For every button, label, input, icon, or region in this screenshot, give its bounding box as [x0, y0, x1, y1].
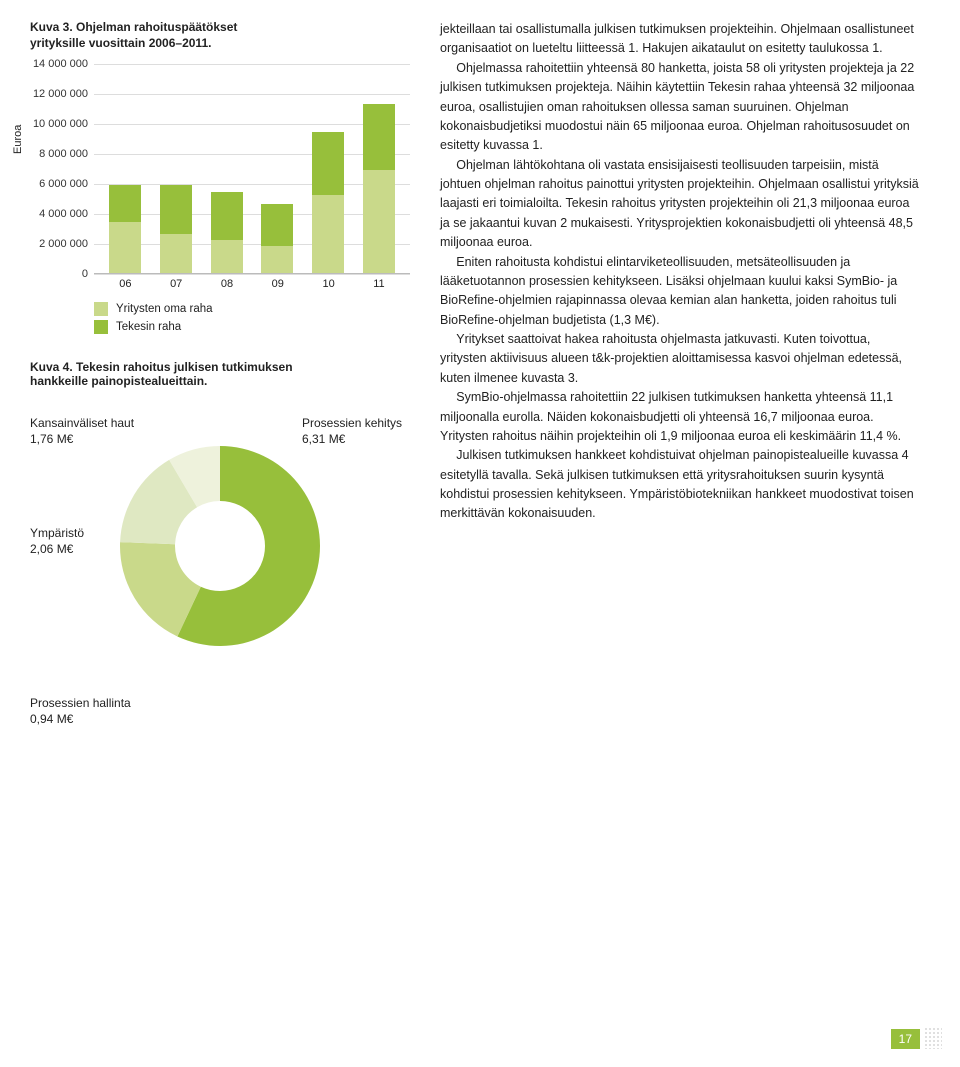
paragraph: Ohjelmassa rahoitettiin yhteensä 80 hank…: [440, 59, 920, 156]
left-column: Kuva 3. Ohjelman rahoituspäätökset yrity…: [30, 20, 410, 676]
donut-label-top-right: Prosessien kehitys 6,31 M€: [302, 416, 402, 447]
paragraph: Julkisen tutkimuksen hankkeet kohdistuiv…: [440, 446, 920, 524]
y-tick: 4 000 000: [30, 208, 88, 220]
paragraph: SymBio-ohjelmassa rahoitettiin 22 julkis…: [440, 388, 920, 446]
bar-group: [363, 104, 395, 274]
x-tick: 07: [170, 278, 182, 290]
y-tick: 8 000 000: [30, 148, 88, 160]
bar-segment: [160, 185, 192, 235]
y-axis-label: Euroa: [12, 125, 24, 154]
page-layout: Kuva 3. Ohjelman rahoituspäätökset yrity…: [30, 20, 920, 676]
donut-label-top-left: Kansainväliset haut 1,76 M€: [30, 416, 134, 447]
bar-segment: [363, 170, 395, 274]
bar-segment: [312, 132, 344, 195]
bar-chart-legend: Yritysten oma raha Tekesin raha: [94, 302, 410, 334]
bar-group: [211, 192, 243, 273]
x-tick: 06: [119, 278, 131, 290]
y-tick: 0: [30, 268, 88, 280]
x-tick: 11: [373, 278, 384, 290]
bar-segment: [312, 195, 344, 273]
y-tick: 14 000 000: [30, 58, 88, 70]
bar-segment: [363, 104, 395, 170]
y-tick: 6 000 000: [30, 178, 88, 190]
bar-segment: [109, 185, 141, 223]
legend-swatch: [94, 302, 108, 316]
paragraph: jekteillaan tai osallistumalla julkisen …: [440, 20, 920, 59]
figure4-title-line1: Kuva 4. Tekesin rahoitus julkisen tutkim…: [30, 360, 410, 374]
legend-item: Tekesin raha: [94, 320, 410, 334]
bar-segment: [211, 240, 243, 273]
paragraph: Yritykset saattoivat hakea rahoitusta oh…: [440, 330, 920, 388]
legend-label: Tekesin raha: [116, 321, 181, 333]
bar-segment: [160, 234, 192, 273]
paragraph: Eniten rahoitusta kohdistui elintarviket…: [440, 253, 920, 331]
y-tick: 10 000 000: [30, 118, 88, 130]
y-tick: 12 000 000: [30, 88, 88, 100]
page-number: 17: [891, 1029, 920, 1049]
x-tick: 09: [272, 278, 284, 290]
x-tick: 08: [221, 278, 233, 290]
donut-label-bottom-left: Prosessien hallinta 0,94 M€: [30, 696, 131, 727]
legend-item: Yritysten oma raha: [94, 302, 410, 316]
bar-segment: [211, 192, 243, 240]
bar-segment: [109, 222, 141, 273]
x-tick: 10: [322, 278, 334, 290]
bar-chart: Euroa 14 000 00012 000 00010 000 0008 00…: [30, 64, 410, 334]
body-text: jekteillaan tai osallistumalla julkisen …: [440, 20, 920, 676]
bar-group: [261, 204, 293, 273]
figure3-subtitle: yrityksille vuosittain 2006–2011.: [30, 36, 410, 50]
figure4-title-line2: hankkeille painopistealueittain.: [30, 374, 410, 388]
donut-chart: [120, 446, 320, 646]
donut-label-mid-left: Ympäristö 2,06 M€: [30, 526, 84, 557]
bar-group: [312, 132, 344, 273]
legend-label: Yritysten oma raha: [116, 303, 213, 315]
y-tick: 2 000 000: [30, 238, 88, 250]
paragraph: Ohjelman lähtökohtana oli vastata ensisi…: [440, 156, 920, 253]
bar-group: [109, 185, 141, 274]
page-decoration-icon: [924, 1027, 942, 1049]
bar-segment: [261, 246, 293, 273]
legend-swatch: [94, 320, 108, 334]
figure4: Kuva 4. Tekesin rahoitus julkisen tutkim…: [30, 360, 410, 676]
bar-group: [160, 185, 192, 274]
bar-segment: [261, 204, 293, 246]
figure3-title: Kuva 3. Ohjelman rahoituspäätökset: [30, 20, 410, 34]
